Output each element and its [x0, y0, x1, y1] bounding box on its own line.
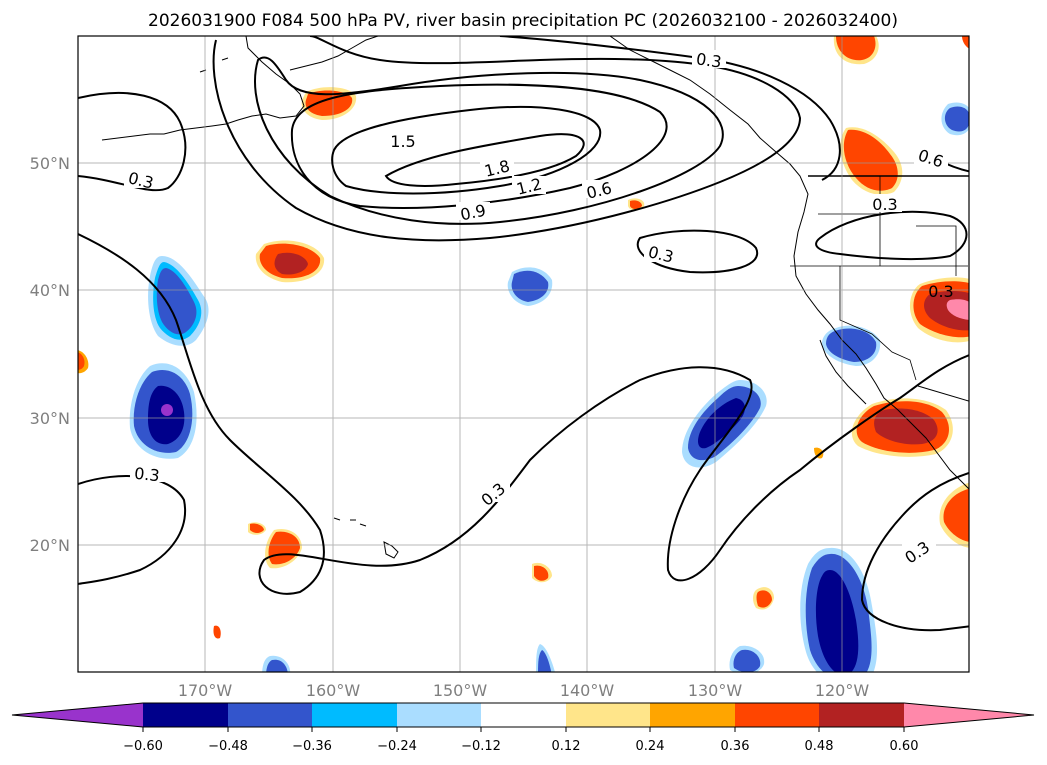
map-frame: [77, 35, 970, 673]
latitude-labels: 50°N 40°N 30°N 20°N: [30, 154, 70, 555]
negative-blob-central: [507, 267, 553, 306]
contour-label: 0.3: [133, 464, 160, 486]
contour-label: 0.3: [872, 195, 897, 214]
colorbar-extend-low: [12, 703, 143, 727]
colorbar-extend-high: [904, 703, 1034, 727]
negative-blob-northeast: [941, 102, 969, 136]
colorbar-tick-label: 0.36: [721, 739, 750, 754]
contour-1-2: [290, 83, 668, 209]
negative-blob-south: [800, 547, 877, 672]
colorbar-tick-label: 0.12: [552, 739, 581, 754]
negative-blob-east: [682, 380, 767, 468]
contour-1-5: [331, 105, 602, 195]
colorbar-tick-label: −0.48: [208, 739, 248, 754]
positive-blob-southeast: [939, 482, 969, 548]
lat-label: 40°N: [30, 281, 70, 300]
colorbar-swatch: [735, 703, 819, 727]
positive-blob-hawaii: [213, 522, 302, 639]
contour-label: 1.5: [390, 132, 415, 151]
negative-blob-west-south: [129, 363, 197, 459]
lat-label: 30°N: [30, 409, 70, 428]
colorbar-tick-label: 0.24: [636, 739, 665, 754]
negative-blob-coast: [822, 325, 881, 366]
lon-label: 130°W: [688, 681, 743, 700]
colorbar-swatch: [481, 703, 566, 727]
lon-label: 170°W: [178, 681, 233, 700]
contour-label: 0.9: [459, 201, 488, 225]
lon-label: 150°W: [433, 681, 488, 700]
colorbar-tick-label: 0.60: [890, 739, 919, 754]
coastlines: [101, 36, 969, 559]
contour-0-3-main: [78, 233, 969, 595]
contour-label: 0.3: [928, 282, 953, 301]
contour-0-6: [212, 36, 802, 242]
positive-blob-mid: [532, 198, 824, 610]
graticule: [78, 36, 969, 672]
longitude-labels: 170°W 160°W 150°W 140°W 130°W 120°W: [178, 681, 870, 700]
pv-contours: [78, 36, 969, 632]
colorbar-swatch: [397, 703, 481, 727]
contour-0-9: [254, 56, 724, 225]
colorbar-tick-label: 0.48: [805, 739, 834, 754]
positive-blob-west-edge: [78, 350, 89, 374]
colorbar-swatch: [650, 703, 735, 727]
negative-blob-west-north: [148, 256, 209, 346]
lon-label: 140°W: [560, 681, 615, 700]
colorbar-swatch: [566, 703, 650, 727]
colorbar-tick-label: −0.36: [292, 739, 332, 754]
contour-0-3-north: [499, 36, 841, 181]
contour-0-3-southeast: [860, 471, 969, 632]
lon-label: 160°W: [306, 681, 361, 700]
colorbar-tick-label: −0.60: [123, 739, 163, 754]
colorbar-swatch: [228, 703, 312, 727]
colorbar-tick-label: −0.12: [461, 739, 501, 754]
colorbar-swatch: [143, 703, 228, 727]
lon-label: 120°W: [815, 681, 870, 700]
colorbar-swatch: [312, 703, 397, 727]
positive-blob-northwest: [255, 240, 325, 283]
negative-blob-small: [262, 644, 765, 672]
contour-label: 0.3: [695, 49, 723, 71]
contour-1-8: [384, 133, 585, 187]
contour-0-3-coast: [815, 210, 968, 261]
lat-label: 50°N: [30, 154, 70, 173]
positive-blob-east: [910, 277, 969, 343]
colorbar-tick-label: −0.24: [377, 739, 417, 754]
colorbar-swatch: [819, 703, 904, 727]
precip-shading: [78, 36, 969, 672]
figure-title: 2026031900 F084 500 hPa PV, river basin …: [148, 11, 898, 31]
lat-label: 20°N: [30, 536, 70, 555]
colorbar: −0.60 −0.48 −0.36 −0.24 −0.12 0.12 0.24 …: [11, 702, 1035, 754]
